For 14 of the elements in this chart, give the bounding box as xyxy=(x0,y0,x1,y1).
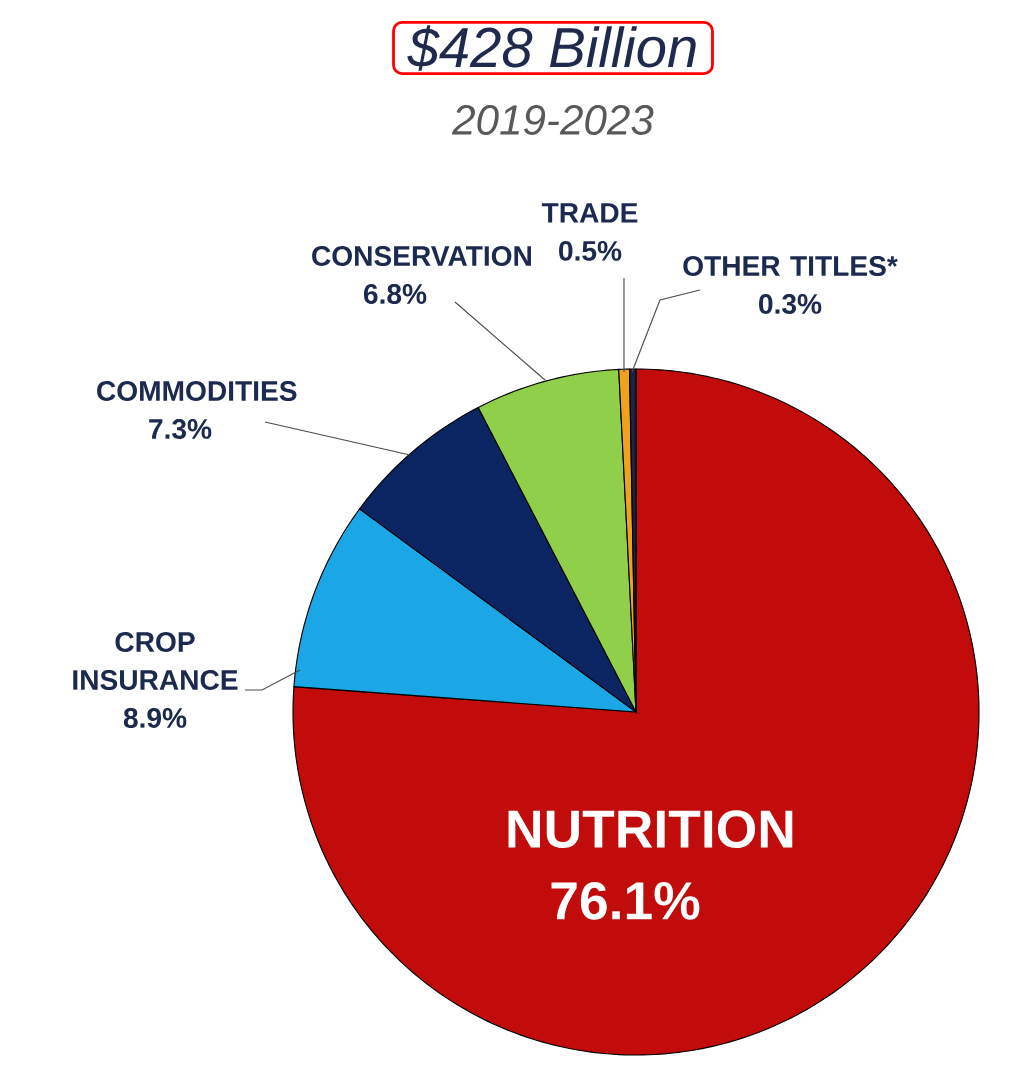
chart-title: $428 Billion xyxy=(407,25,696,71)
slice-label: OTHER TITLES* xyxy=(683,256,898,276)
slice-label: COMMODITIES xyxy=(97,381,297,401)
data-label: 0.3% xyxy=(759,294,822,314)
slice-label: NUTRITION xyxy=(508,810,793,849)
slice-label: TRADE xyxy=(541,203,638,223)
data-label: 6.8% xyxy=(363,284,427,304)
slice-label: CONSERVATION xyxy=(312,246,531,266)
data-label: 0.5% xyxy=(559,240,622,261)
chart-subtitle: 2019-2023 xyxy=(451,105,654,135)
data-label: 8.9% xyxy=(123,708,187,728)
data-label: 76.1% xyxy=(551,881,700,920)
data-label: 7.3% xyxy=(149,419,212,439)
slice-label: CROP INSURANCE xyxy=(73,632,238,690)
